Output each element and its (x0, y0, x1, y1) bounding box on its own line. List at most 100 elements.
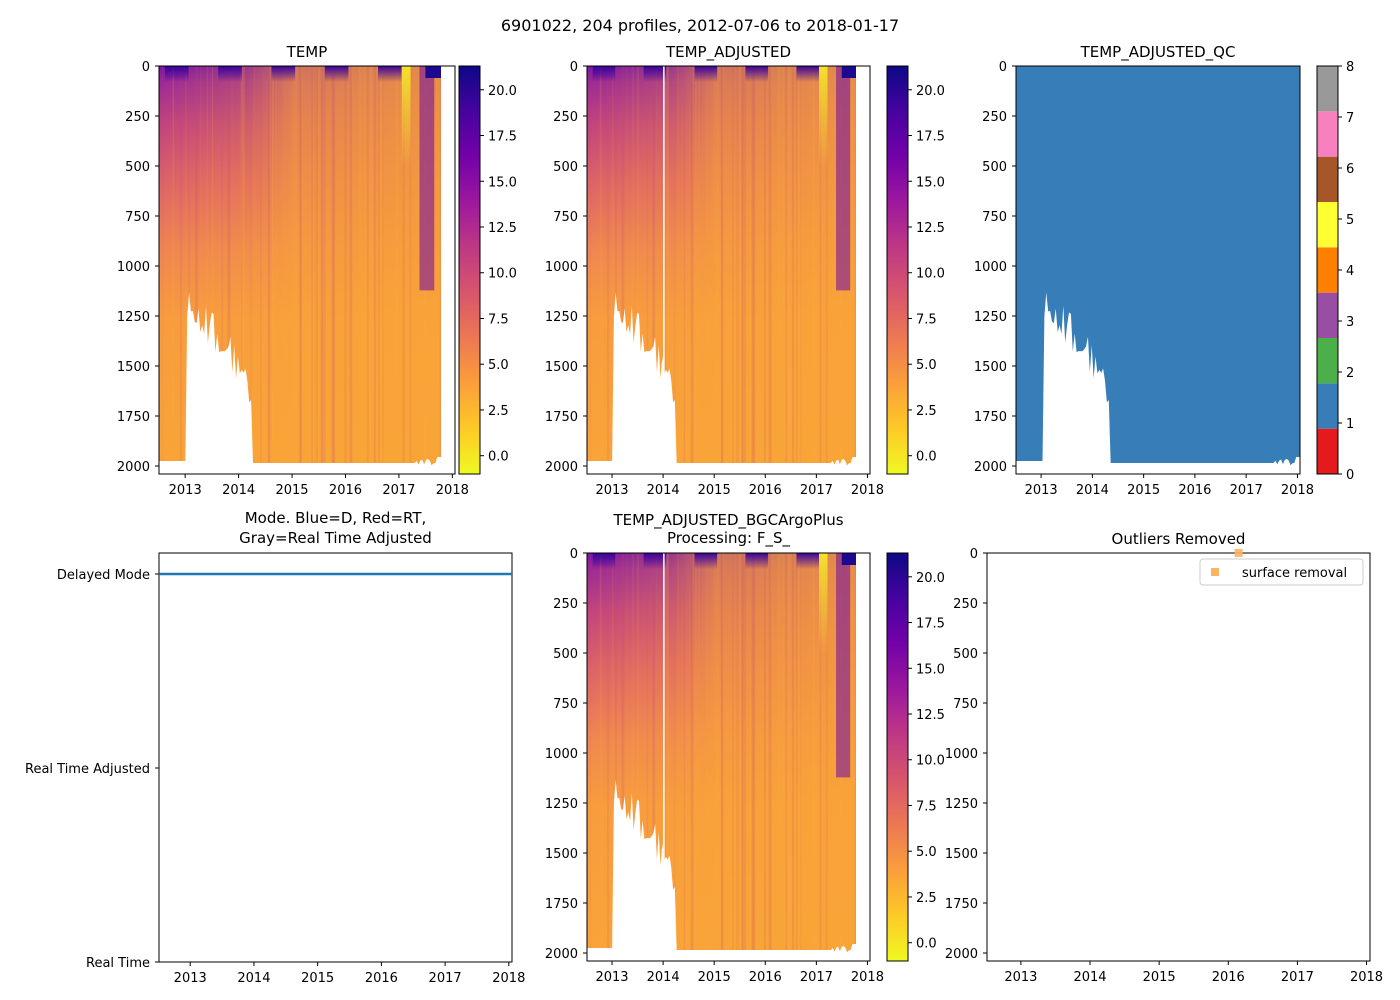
bgcargoplus-streak (819, 553, 822, 953)
temp_adjusted-ytick-label: 0 (570, 60, 578, 75)
bgcargoplus-streak (743, 553, 746, 953)
temp-colorbar-label: 10.0 (488, 267, 517, 282)
temp_adjusted-streak (741, 66, 744, 466)
bgcargoplus-streak (691, 553, 694, 953)
temp_adjusted-colorbar-label: 7.5 (916, 312, 937, 327)
outliers-legend-label: surface removal (1242, 566, 1347, 581)
temp_adjusted_qc-qc-class-swatch (1317, 383, 1338, 429)
outliers-xtick-label: 2014 (1073, 970, 1106, 985)
temp_adjusted-streak (796, 66, 798, 466)
bgcargoplus-streak (614, 553, 617, 953)
temp-streak (300, 66, 303, 466)
temp_adjusted_qc-colorbar-label: 0 (1346, 468, 1354, 483)
temp-colorbar-frame (458, 65, 481, 475)
temp_adjusted-ytick-label: 750 (553, 210, 578, 225)
temp_adjusted-streak (782, 66, 785, 466)
temp-streak (315, 66, 317, 466)
bgcargoplus-streak (763, 553, 766, 953)
temp_adjusted-streak (812, 66, 815, 466)
bgcargoplus-xtick-label: 2015 (698, 970, 731, 985)
temp_adjusted_qc-xtick-label: 2016 (1178, 483, 1211, 498)
temp-streak (211, 66, 214, 466)
temp_adjusted_qc-qc-class-swatch (1317, 428, 1338, 474)
bgcargoplus-streak (768, 553, 772, 953)
bgcargoplus-streak (677, 553, 679, 953)
temp-ytick-label: 0 (142, 60, 150, 75)
temp-ytick-label: 1250 (117, 310, 150, 325)
mode-title-line2: Gray=Real Time Adjusted (239, 529, 432, 547)
temp-streak (369, 66, 373, 466)
bgcargoplus-colorbar-label: 5.0 (916, 845, 937, 860)
outliers-ytick-label: 250 (953, 597, 978, 612)
bgcargoplus-streak (589, 553, 592, 953)
temp-field (159, 66, 441, 466)
bgcargoplus-streak (825, 553, 828, 953)
mode-xtick-label: 2015 (301, 971, 334, 986)
temp-streak (228, 66, 231, 466)
temp_adjusted-colorbar-label: 20.0 (916, 84, 945, 99)
temp_adjusted-streak (637, 66, 639, 466)
temp_adjusted-streak (653, 66, 656, 466)
temp-ytick-label: 1000 (117, 260, 150, 275)
bgcargoplus-streak (782, 553, 785, 953)
temp_adjusted-streak (691, 66, 694, 466)
temp_adjusted_qc-xtick-label: 2018 (1281, 483, 1314, 498)
temp_adjusted-streak (854, 66, 856, 466)
temp-colorbar-label: 17.5 (488, 130, 517, 145)
bgcargoplus-ytick-label: 750 (553, 697, 578, 712)
bgcargoplus-streak (653, 553, 656, 953)
temp_adjusted-streak (656, 66, 658, 466)
temp_adjusted_qc-xtick-label: 2017 (1230, 483, 1263, 498)
figure-suptitle: 6901022, 204 profiles, 2012-07-06 to 201… (500, 16, 900, 35)
temp_adjusted-axes: 2013 2014 2015 2016 2017 2018 0 250 500 750 1000 12… (545, 60, 884, 498)
temp-streak (344, 66, 347, 466)
temp_adjusted-streak (777, 66, 780, 466)
temp_adjusted-xtick-label: 2017 (800, 483, 833, 498)
bgcargoplus-title-line1: TEMP_ADJUSTED_BGCArgoPlus (612, 511, 843, 530)
bgcargoplus-streak (797, 553, 800, 953)
temp_adjusted-colorbar-label: 12.5 (916, 221, 945, 236)
temp-ytick-label: 1750 (117, 410, 150, 425)
bgcargoplus-streak (690, 553, 693, 953)
bgcargoplus-streak (721, 553, 725, 953)
temp_adjusted-late-surface (841, 66, 856, 78)
bgcargoplus-summer-band (745, 553, 769, 569)
outliers-ytick-label: 1750 (945, 897, 978, 912)
outliers-ytick-label: 2000 (945, 947, 978, 962)
temp-colorbar-label: 12.5 (488, 221, 517, 236)
temp_adjusted-streak (665, 66, 667, 466)
temp-late-surface (425, 66, 441, 78)
temp_adjusted-streak (599, 66, 602, 466)
temp-colorbar-label: 2.5 (488, 404, 509, 419)
temp-xtick-label: 2018 (436, 483, 469, 498)
bgcargoplus-streak (599, 553, 602, 953)
temp-streak (358, 66, 361, 466)
temp_adjusted_qc-colorbar-label: 5 (1346, 213, 1354, 228)
temp_adjusted-ytick-label: 1250 (545, 310, 578, 325)
mode-ytick-label: Delayed Mode (57, 568, 150, 583)
temp-frame (158, 65, 456, 475)
bgcargoplus-colorbar: 0.0 2.5 5.0 7.5 10.0 12.5 15.0 17.5 20.0 (886, 552, 945, 962)
temp-streak (292, 66, 295, 466)
temp-colorbar-label: 20.0 (488, 84, 517, 99)
temp-streak (249, 66, 252, 466)
bgcargoplus-colorbar-frame (886, 552, 909, 962)
outliers-outlier-point (1234, 549, 1243, 557)
temp-title: TEMP (286, 43, 328, 61)
bgcargoplus-streak (611, 553, 614, 953)
temp_adjusted_qc-qc-class-swatch (1317, 292, 1338, 338)
temp_adjusted_qc-axes: 2013 2014 2015 2016 2017 2018 0 250 500 750 1000 12… (974, 60, 1314, 498)
temp_adjusted-late-warm (836, 66, 851, 291)
temp-streak (240, 66, 244, 466)
mode-frame (158, 552, 513, 963)
bgcargoplus-colorbar-gradient (887, 553, 908, 961)
mode-xtick-label: 2017 (429, 971, 462, 986)
temp_adjusted-streak (626, 66, 628, 466)
temp-streak (323, 66, 326, 466)
bgcargoplus-streak (732, 553, 734, 953)
temp_adjusted-streak (732, 66, 734, 466)
temp_adjusted_qc-qc-class-swatch (1317, 202, 1338, 248)
temp_adjusted-streak (737, 66, 739, 466)
temp-axes: 2013 2014 2015 2016 2017 2018 0 250 500 750 1000 12… (117, 60, 469, 498)
